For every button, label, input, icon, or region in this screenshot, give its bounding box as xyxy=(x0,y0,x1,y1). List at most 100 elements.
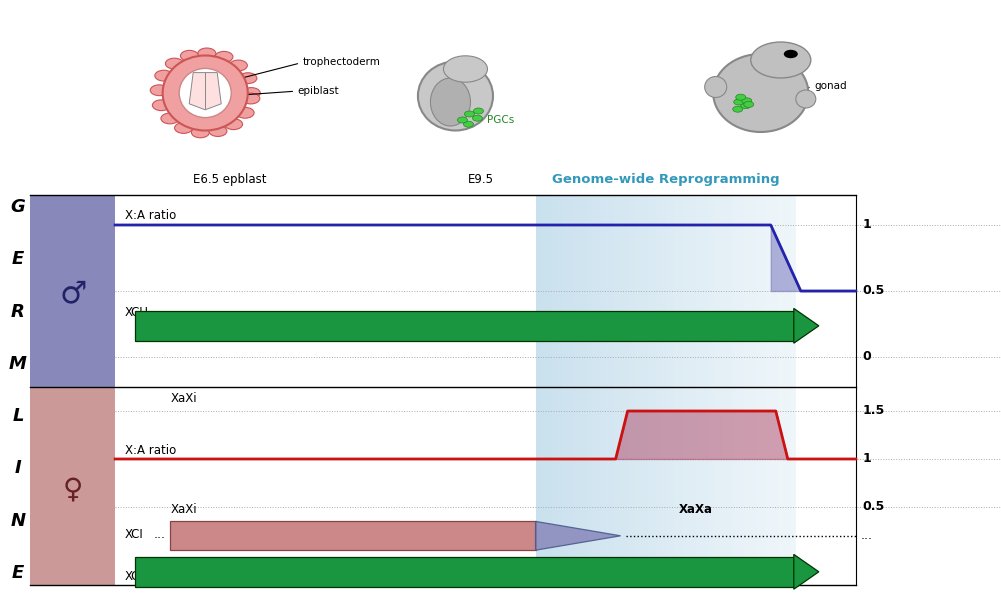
Bar xyxy=(722,195,727,585)
Text: G: G xyxy=(11,198,25,216)
Bar xyxy=(740,195,744,585)
Circle shape xyxy=(209,125,227,136)
Ellipse shape xyxy=(430,78,470,126)
Bar xyxy=(714,195,718,585)
Bar xyxy=(696,195,701,585)
Bar xyxy=(683,195,688,585)
Bar xyxy=(774,195,779,585)
Circle shape xyxy=(239,73,257,83)
Bar xyxy=(649,195,653,585)
Text: E: E xyxy=(12,564,24,582)
Bar xyxy=(575,195,579,585)
Text: XCI: XCI xyxy=(125,527,144,541)
Bar xyxy=(662,195,666,585)
Circle shape xyxy=(150,85,168,95)
Circle shape xyxy=(242,93,260,104)
Circle shape xyxy=(215,52,233,62)
Bar xyxy=(566,195,571,585)
Circle shape xyxy=(180,50,198,61)
Bar xyxy=(705,195,709,585)
Bar xyxy=(553,195,558,585)
Text: 1: 1 xyxy=(863,218,872,232)
Text: E9.5: E9.5 xyxy=(467,173,493,186)
Bar xyxy=(636,195,640,585)
Bar xyxy=(692,195,696,585)
Bar xyxy=(597,195,601,585)
Circle shape xyxy=(463,121,473,127)
Bar xyxy=(670,195,675,585)
Text: 0: 0 xyxy=(863,350,872,364)
Text: 1: 1 xyxy=(863,452,872,466)
Circle shape xyxy=(464,111,474,117)
Bar xyxy=(605,195,610,585)
Polygon shape xyxy=(536,521,621,550)
Ellipse shape xyxy=(713,54,809,132)
Circle shape xyxy=(472,115,482,121)
Text: R: R xyxy=(11,302,25,320)
Text: ...: ... xyxy=(153,527,165,541)
Text: X:A ratio: X:A ratio xyxy=(125,443,176,457)
Text: PGCs: PGCs xyxy=(487,115,515,125)
Circle shape xyxy=(736,94,746,100)
Bar xyxy=(787,195,792,585)
Text: gonad: gonad xyxy=(815,82,848,91)
Text: XaXa: XaXa xyxy=(679,503,713,516)
Bar xyxy=(601,195,605,585)
Circle shape xyxy=(224,119,242,130)
Circle shape xyxy=(229,60,247,71)
Bar xyxy=(579,195,584,585)
Circle shape xyxy=(751,42,811,78)
Bar xyxy=(614,195,618,585)
Circle shape xyxy=(457,117,467,123)
Bar xyxy=(653,195,657,585)
Bar xyxy=(644,195,649,585)
Circle shape xyxy=(191,127,209,138)
Bar xyxy=(753,195,757,585)
Circle shape xyxy=(733,106,743,112)
Bar xyxy=(679,195,683,585)
Bar xyxy=(627,195,631,585)
Text: 0.5: 0.5 xyxy=(863,284,885,298)
Bar xyxy=(592,195,597,585)
Circle shape xyxy=(165,58,183,69)
Circle shape xyxy=(742,98,752,104)
Text: ♀: ♀ xyxy=(63,475,83,503)
Circle shape xyxy=(242,88,260,98)
Circle shape xyxy=(155,70,173,81)
Text: epiblast: epiblast xyxy=(297,86,339,96)
Bar xyxy=(675,195,679,585)
Text: ♂: ♂ xyxy=(59,280,87,308)
Ellipse shape xyxy=(179,68,231,118)
Bar xyxy=(701,195,705,585)
Circle shape xyxy=(174,122,192,133)
Bar xyxy=(718,195,722,585)
Bar xyxy=(135,311,794,341)
Circle shape xyxy=(198,48,216,59)
Text: I: I xyxy=(15,460,21,478)
Bar xyxy=(744,195,748,585)
Bar xyxy=(783,195,787,585)
Circle shape xyxy=(152,100,170,110)
Text: ...: ... xyxy=(861,529,873,542)
Bar xyxy=(792,195,796,585)
Bar xyxy=(748,195,753,585)
Bar xyxy=(757,195,761,585)
Text: E6.5 epblast: E6.5 epblast xyxy=(193,173,267,186)
Bar xyxy=(549,195,553,585)
Circle shape xyxy=(443,56,487,82)
Polygon shape xyxy=(794,554,819,589)
Circle shape xyxy=(744,101,754,107)
Text: XCU: XCU xyxy=(125,569,149,583)
Ellipse shape xyxy=(705,76,727,97)
Bar xyxy=(610,195,614,585)
Text: L: L xyxy=(12,407,24,425)
Bar xyxy=(761,195,766,585)
Bar xyxy=(562,195,566,585)
Ellipse shape xyxy=(796,90,816,108)
Ellipse shape xyxy=(162,55,248,130)
Bar xyxy=(584,195,588,585)
Text: XaXi: XaXi xyxy=(170,503,197,516)
Circle shape xyxy=(236,107,254,118)
Text: XCU: XCU xyxy=(125,305,149,319)
Bar xyxy=(666,195,670,585)
